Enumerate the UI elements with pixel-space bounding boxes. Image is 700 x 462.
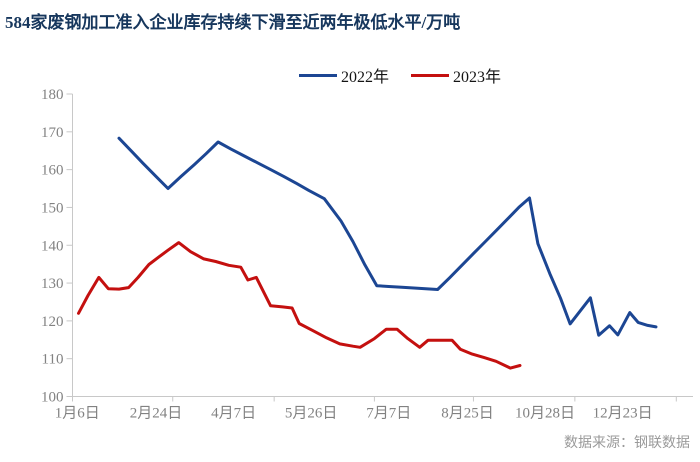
- legend-item-2023: 2023年: [411, 63, 501, 87]
- svg-text:5月26日: 5月26日: [285, 406, 338, 422]
- legend-swatch-2022: [299, 73, 337, 77]
- legend-swatch-2023: [411, 73, 450, 77]
- legend-item-2022: 2022年: [299, 63, 389, 87]
- svg-text:8月25日: 8月25日: [441, 406, 494, 422]
- svg-text:130: 130: [41, 276, 64, 292]
- svg-text:110: 110: [42, 352, 64, 368]
- svg-text:140: 140: [41, 238, 64, 254]
- chart-legend: 2022年 2023年: [299, 63, 501, 87]
- svg-text:4月7日: 4月7日: [211, 406, 256, 422]
- svg-text:170: 170: [41, 125, 64, 141]
- svg-text:7月7日: 7月7日: [366, 406, 411, 422]
- svg-text:1月6日: 1月6日: [55, 406, 100, 422]
- svg-text:100: 100: [41, 390, 64, 406]
- svg-text:180: 180: [41, 87, 64, 103]
- svg-text:150: 150: [41, 200, 64, 216]
- svg-text:12月23日: 12月23日: [593, 406, 653, 422]
- data-source-note: 数据来源：钢联数据: [564, 436, 690, 451]
- svg-text:2月24日: 2月24日: [130, 406, 183, 422]
- svg-text:10月28日: 10月28日: [515, 406, 575, 422]
- svg-text:120: 120: [41, 314, 64, 330]
- chart-title: 584家废钢加工准入企业库存持续下滑至近两年极低水平/万吨: [5, 13, 461, 32]
- legend-label-2023: 2023年: [453, 69, 502, 86]
- legend-label-2022: 2022年: [341, 69, 390, 86]
- svg-text:160: 160: [41, 163, 64, 179]
